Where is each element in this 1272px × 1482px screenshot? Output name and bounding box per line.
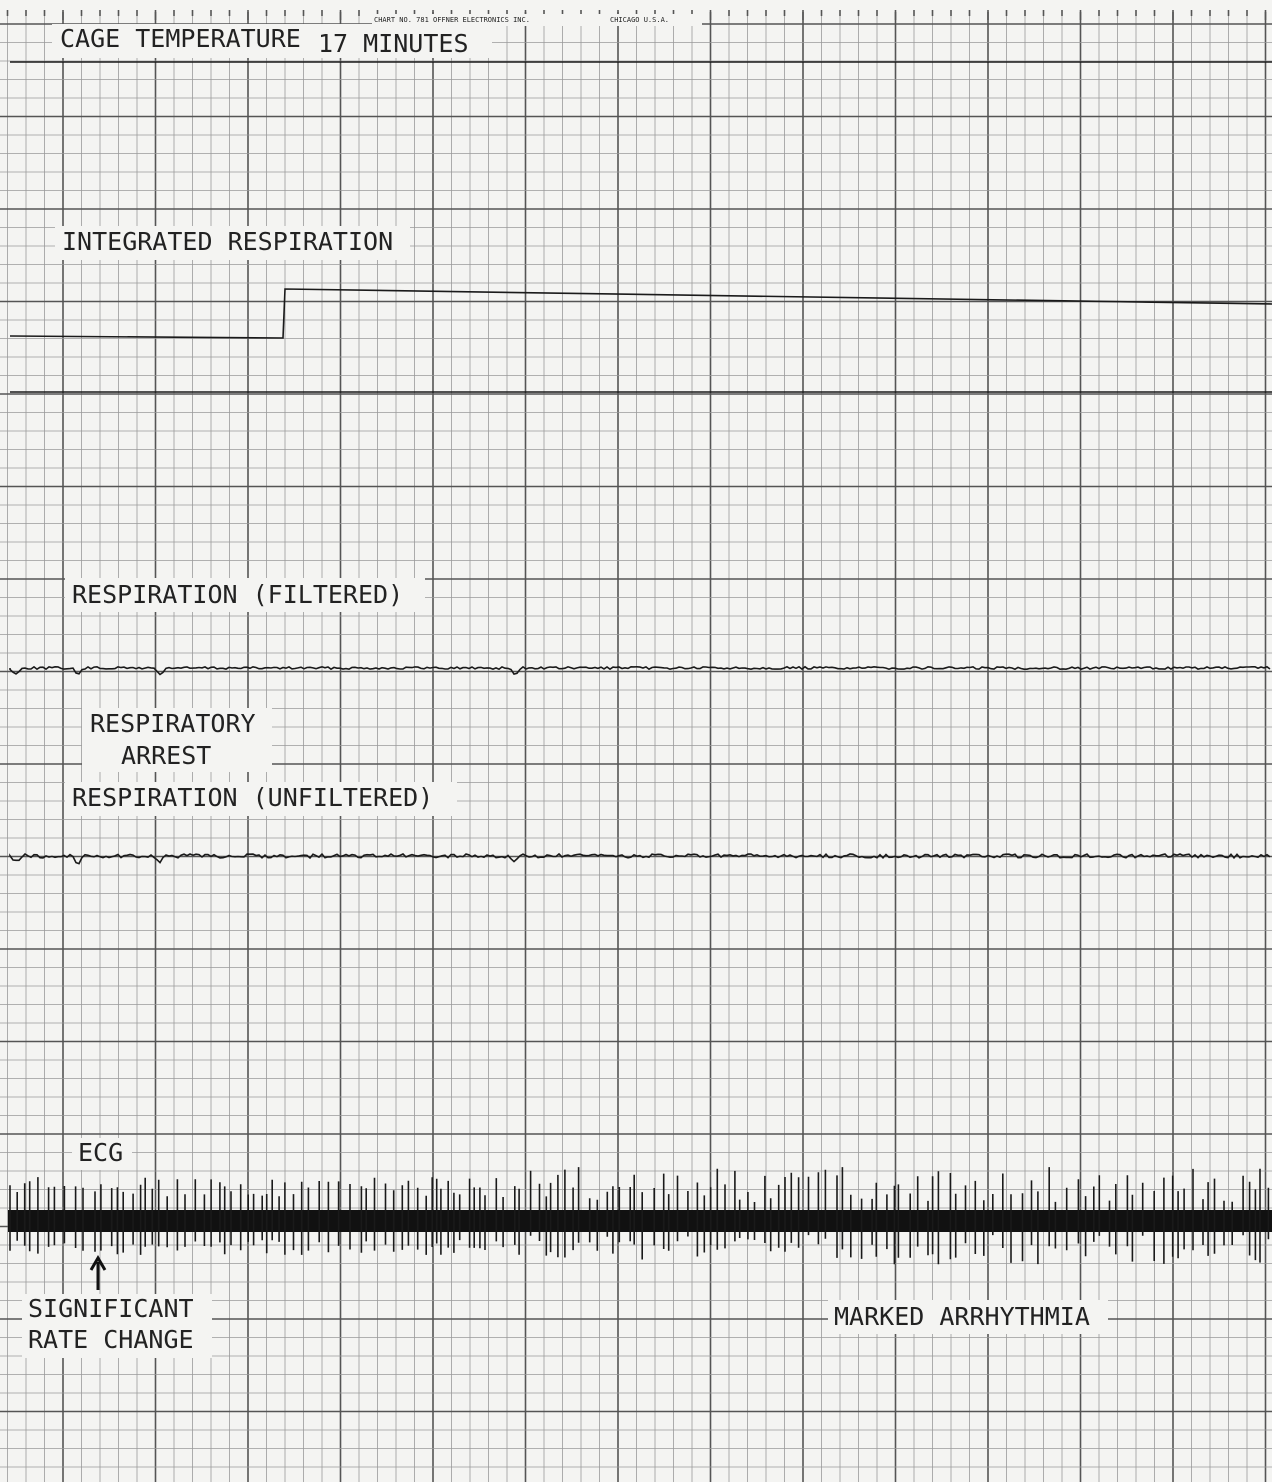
trace [8, 1210, 1272, 1232]
label-box [65, 782, 457, 816]
arrow [89, 1255, 107, 1290]
channel-label: RESPIRATION (FILTERED) [72, 580, 403, 609]
labels: CHART NO. 781 OFFNER ELECTRONICS INC. CH… [22, 14, 1108, 1358]
chart-city: CHICAGO U.S.A. [610, 16, 669, 24]
annotation-line: RESPIRATORY [90, 709, 256, 738]
annotation-line: SIGNIFICANT [28, 1294, 194, 1323]
traces [8, 61, 1272, 1265]
label-box [22, 1294, 212, 1358]
header-box [372, 14, 702, 26]
label-box [82, 708, 272, 772]
trace [9, 288, 1272, 339]
label-box [55, 226, 410, 260]
chart-number: CHART NO. 781 OFFNER ELECTRONICS INC. [374, 16, 530, 24]
trace [9, 1167, 1270, 1265]
label-box [65, 578, 425, 612]
annotation-line: ARREST [121, 741, 211, 770]
channel-label: INTEGRATED RESPIRATION [62, 227, 393, 256]
channel-label: RESPIRATION (UNFILTERED) [72, 783, 433, 812]
trace [9, 852, 1271, 865]
channel-note: 17 MINUTES [318, 29, 469, 58]
label-box [828, 1300, 1108, 1334]
label-box [72, 1138, 132, 1170]
trace [9, 665, 1271, 676]
channel-label: ECG [78, 1138, 123, 1167]
channel-label: CAGE TEMPERATURE [60, 24, 301, 53]
annotation-line: MARKED ARRHYTHMIA [834, 1302, 1090, 1331]
annotation-line: RATE CHANGE [28, 1325, 194, 1354]
label-box [52, 24, 492, 58]
